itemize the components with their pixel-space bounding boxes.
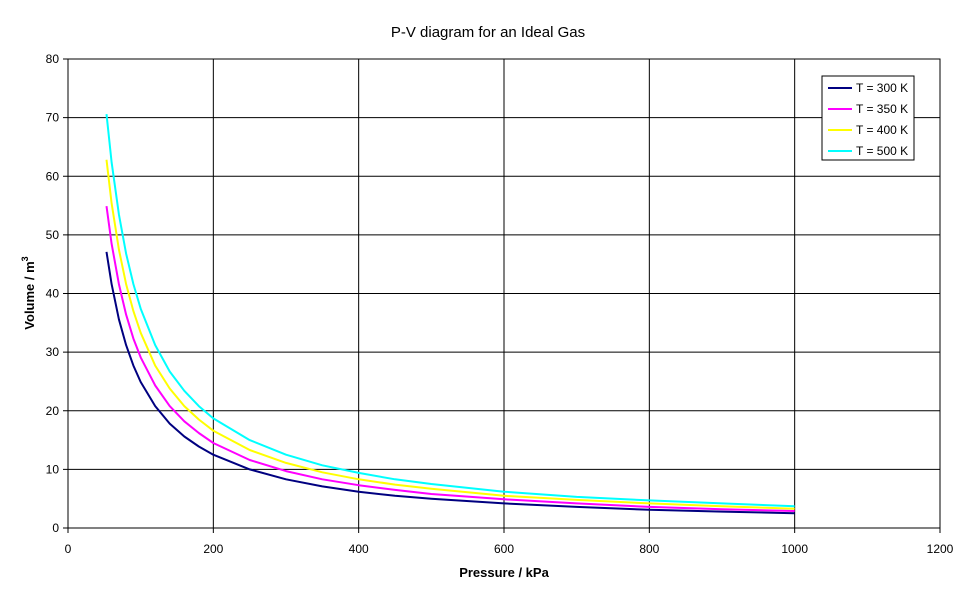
legend-label-2: T = 350 K — [856, 102, 908, 116]
y-axis-ticks: 0 10 20 30 40 50 60 70 80 — [46, 52, 68, 535]
y-tick-label: 50 — [46, 228, 60, 242]
y-tick-label: 40 — [46, 287, 60, 301]
x-tick-label: 1000 — [781, 542, 808, 556]
x-axis-ticks: 0 200 400 600 800 1000 1200 — [65, 528, 954, 556]
x-tick-label: 0 — [65, 542, 72, 556]
legend-items: T = 300 K T = 350 K T = 400 K T = 500 K — [828, 81, 908, 158]
x-tick-label: 600 — [494, 542, 514, 556]
series-line-2 — [105, 205, 795, 512]
legend-label-1: T = 300 K — [856, 81, 908, 95]
legend-box — [821, 75, 915, 161]
series-line-1 — [105, 251, 795, 515]
x-tick-label: 1200 — [927, 542, 954, 556]
y-tick-label: 60 — [46, 169, 60, 183]
x-tick-label: 400 — [349, 542, 369, 556]
y-tick-label: 70 — [46, 111, 60, 125]
y-axis-title-superscript: 3 — [20, 256, 30, 261]
y-tick-label: 20 — [46, 404, 60, 418]
y-tick-label: 0 — [52, 521, 59, 535]
series-line-4 — [105, 113, 795, 508]
series-lines — [105, 113, 795, 515]
legend-label-4: T = 500 K — [856, 144, 908, 158]
x-tick-label: 800 — [639, 542, 659, 556]
y-tick-label: 80 — [46, 52, 60, 66]
chart-title: P-V diagram for an Ideal Gas — [391, 24, 585, 41]
legend-label-3: T = 400 K — [856, 123, 908, 137]
series-line-3 — [105, 159, 795, 510]
y-axis-title: Volume / m3 — [20, 256, 37, 329]
legend: T = 300 K T = 350 K T = 400 K T = 500 K — [821, 75, 915, 161]
y-tick-label: 10 — [46, 462, 60, 476]
x-tick-label: 200 — [203, 542, 223, 556]
x-axis-title: Pressure / kPa — [459, 565, 549, 580]
y-tick-label: 30 — [46, 345, 60, 359]
gridlines — [68, 59, 940, 528]
y-axis-title-main: Volume / m — [22, 261, 37, 329]
